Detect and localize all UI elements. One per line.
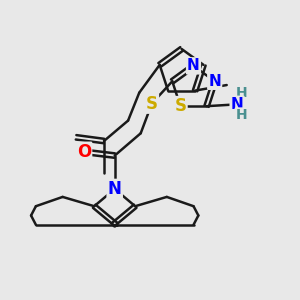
Text: N: N [231, 97, 243, 112]
Text: H: H [236, 109, 247, 122]
Text: H: H [236, 86, 247, 100]
Text: S: S [174, 97, 186, 115]
Text: N: N [208, 74, 221, 89]
Text: S: S [146, 94, 158, 112]
Text: N: N [187, 58, 200, 74]
Text: N: N [108, 180, 122, 198]
Text: O: O [77, 143, 91, 161]
